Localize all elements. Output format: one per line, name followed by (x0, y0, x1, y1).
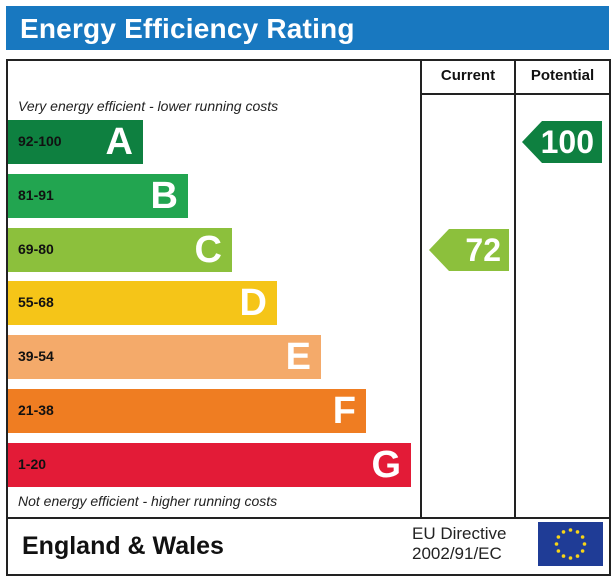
band-e-letter: E (285, 336, 311, 378)
eu-flag-icon (538, 522, 603, 566)
rating-frame: Current Potential Very energy efficient … (6, 59, 611, 576)
band-d-letter: D (239, 282, 267, 324)
chart-title: Energy Efficiency Rating (20, 13, 355, 44)
current-column-header: Current (440, 67, 496, 84)
bottom-note: Not energy efficient - higher running co… (18, 493, 278, 509)
header-rule (420, 93, 609, 95)
band-c-letter: C (194, 229, 222, 271)
band-g: 1-20 G (8, 443, 411, 487)
band-a-range: 92-100 (18, 133, 62, 149)
band-f: 21-38 F (8, 389, 366, 433)
title-bar: Energy Efficiency Rating (6, 6, 609, 50)
band-c-range: 69-80 (18, 241, 54, 257)
band-b-letter: B (150, 175, 178, 217)
potential-column-header: Potential (530, 67, 595, 84)
potential-rating-value: 100 (540, 124, 594, 160)
column-divider-potential (514, 61, 516, 517)
band-a: 92-100 A (8, 120, 143, 164)
footer-rule (8, 517, 609, 519)
band-f-letter: F (332, 390, 356, 432)
directive-line-1: EU Directive (412, 524, 507, 543)
top-note: Very energy efficient - lower running co… (18, 98, 279, 114)
band-e: 39-54 E (8, 335, 321, 379)
column-divider-current (420, 61, 422, 517)
directive-line-2: 2002/91/EC (412, 544, 502, 563)
band-b: 81-91 B (8, 174, 188, 218)
current-rating-arrow: 72 (429, 229, 509, 271)
band-e-range: 39-54 (18, 348, 54, 364)
band-b-range: 81-91 (18, 187, 54, 203)
band-f-range: 21-38 (18, 402, 54, 418)
current-rating-value: 72 (465, 232, 501, 268)
region-label: England & Wales (22, 532, 224, 560)
potential-rating-arrow: 100 (522, 121, 602, 163)
band-a-letter: A (105, 121, 133, 163)
directive-label: EU Directive 2002/91/EC (412, 524, 506, 564)
band-d: 55-68 D (8, 281, 277, 325)
band-g-letter: G (371, 444, 401, 486)
band-g-range: 1-20 (18, 456, 47, 472)
band-d-range: 55-68 (18, 294, 54, 310)
band-c: 69-80 C (8, 228, 232, 272)
